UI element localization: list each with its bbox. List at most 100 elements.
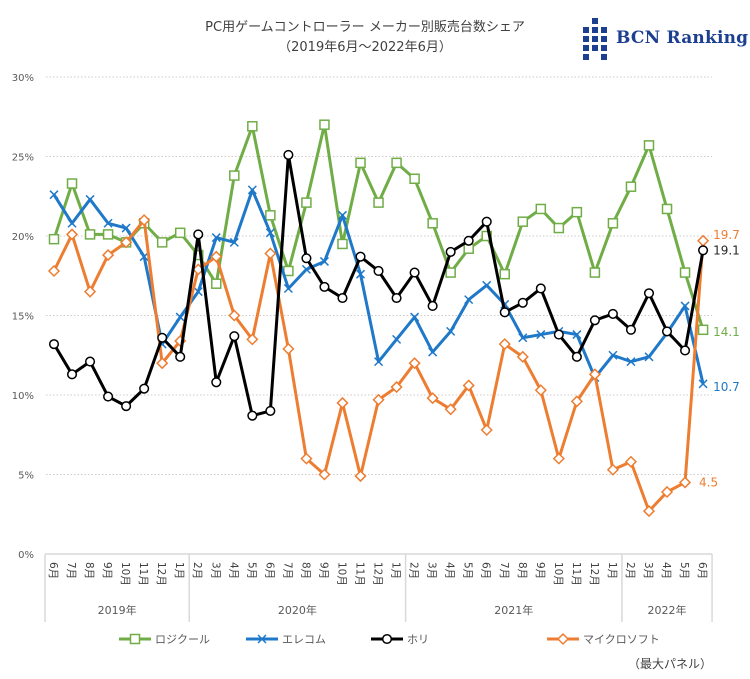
data-point xyxy=(444,403,457,416)
x-tick-label: 11月 xyxy=(570,562,582,586)
x-tick-label: 2月 xyxy=(191,562,203,579)
data-point xyxy=(535,283,546,294)
data-point xyxy=(47,264,61,278)
data-point xyxy=(391,292,402,304)
data-point xyxy=(427,218,438,229)
x-tick-label: 11月 xyxy=(354,562,366,586)
x-tick-label: 2月 xyxy=(624,562,636,579)
data-point xyxy=(138,214,151,227)
data-point xyxy=(84,229,96,240)
data-point xyxy=(319,281,330,292)
svg-text:8月: 8月 xyxy=(83,562,95,579)
data-point xyxy=(517,216,529,227)
x-tick-label: 11月 xyxy=(137,562,149,586)
data-point xyxy=(211,233,221,243)
svg-text:3月: 3月 xyxy=(209,562,221,579)
data-point xyxy=(572,330,582,340)
x-tick-label: 7月 xyxy=(65,562,77,579)
data-point xyxy=(65,228,79,241)
data-point xyxy=(517,297,528,308)
data-point xyxy=(643,140,655,151)
data-point xyxy=(589,315,600,326)
x-group-label: 2022年 xyxy=(648,603,687,617)
data-point xyxy=(534,384,547,397)
svg-text:7月: 7月 xyxy=(498,562,510,579)
y-tick-label: 10% xyxy=(12,391,34,402)
x-tick-label: 6月 xyxy=(263,562,275,579)
x-tick-label: 5月 xyxy=(245,562,257,579)
svg-text:7月: 7月 xyxy=(281,562,293,579)
data-point xyxy=(426,392,439,405)
data-point xyxy=(355,157,366,169)
x-tick-label: 9月 xyxy=(534,562,546,579)
legend-label: ロジクール xyxy=(155,633,210,646)
data-point xyxy=(408,357,421,370)
data-point xyxy=(373,265,384,277)
svg-text:10月: 10月 xyxy=(335,562,347,586)
data-point xyxy=(697,234,710,247)
data-point xyxy=(228,309,241,322)
data-point xyxy=(642,505,656,518)
x-tick-label: 2月 xyxy=(408,562,420,579)
data-point xyxy=(625,181,637,192)
data-point xyxy=(553,222,565,234)
svg-text:1月: 1月 xyxy=(173,562,185,579)
data-point xyxy=(553,329,564,340)
data-point xyxy=(175,351,186,362)
legend-label: エレコム xyxy=(282,633,326,646)
data-labels: 14.1 10.7 19.119.7 4.5 xyxy=(699,228,740,490)
svg-text:10月: 10月 xyxy=(119,562,131,586)
legend-marker-icon xyxy=(371,633,403,645)
x-tick-label: 8月 xyxy=(516,562,528,579)
data-point xyxy=(607,218,619,229)
end-value-label: 14.1 xyxy=(713,325,740,339)
data-point xyxy=(229,331,240,342)
data-point xyxy=(66,369,78,380)
legend-item: マイクロソフト xyxy=(545,631,660,647)
data-point xyxy=(301,197,312,208)
data-point xyxy=(445,246,456,257)
data-point xyxy=(679,267,691,278)
data-point xyxy=(211,278,222,289)
value-label: 4.5 xyxy=(699,475,718,489)
data-point xyxy=(48,339,60,350)
svg-text:12月: 12月 xyxy=(588,562,600,586)
data-point xyxy=(445,267,456,278)
svg-text:12月: 12月 xyxy=(155,562,167,586)
data-point xyxy=(319,256,329,266)
data-point xyxy=(644,352,654,362)
data-point xyxy=(282,342,295,355)
data-point xyxy=(85,356,96,367)
legend-label: マイクロソフト xyxy=(583,633,660,646)
data-point xyxy=(301,253,312,264)
data-point xyxy=(83,285,97,298)
data-point xyxy=(606,463,619,476)
data-point xyxy=(319,119,330,130)
data-point xyxy=(129,633,141,645)
data-point xyxy=(103,218,113,228)
x-tick-label: 9月 xyxy=(101,562,113,579)
data-point xyxy=(392,334,402,344)
data-point xyxy=(175,312,185,322)
data-point xyxy=(265,210,276,221)
data-point xyxy=(336,396,349,410)
data-point xyxy=(556,632,570,646)
x-tick-label: 12月 xyxy=(155,562,167,586)
data-point xyxy=(48,233,60,245)
data-point xyxy=(660,485,674,499)
x-group-label: 2019年 xyxy=(98,603,137,617)
x-tick-label: 9月 xyxy=(317,562,329,579)
end-value-label: 10.7 xyxy=(713,380,740,394)
logo-text: BCN Ranking xyxy=(616,28,749,48)
data-point xyxy=(428,347,438,357)
data-point xyxy=(481,216,492,227)
svg-text:11月: 11月 xyxy=(137,562,149,586)
svg-text:4月: 4月 xyxy=(444,562,456,579)
data-point xyxy=(301,264,311,274)
svg-text:11月: 11月 xyxy=(570,562,582,586)
data-point xyxy=(661,203,673,215)
data-point xyxy=(374,357,384,367)
x-tick-label: 8月 xyxy=(83,562,95,579)
data-point xyxy=(120,236,133,249)
data-point xyxy=(67,218,77,228)
